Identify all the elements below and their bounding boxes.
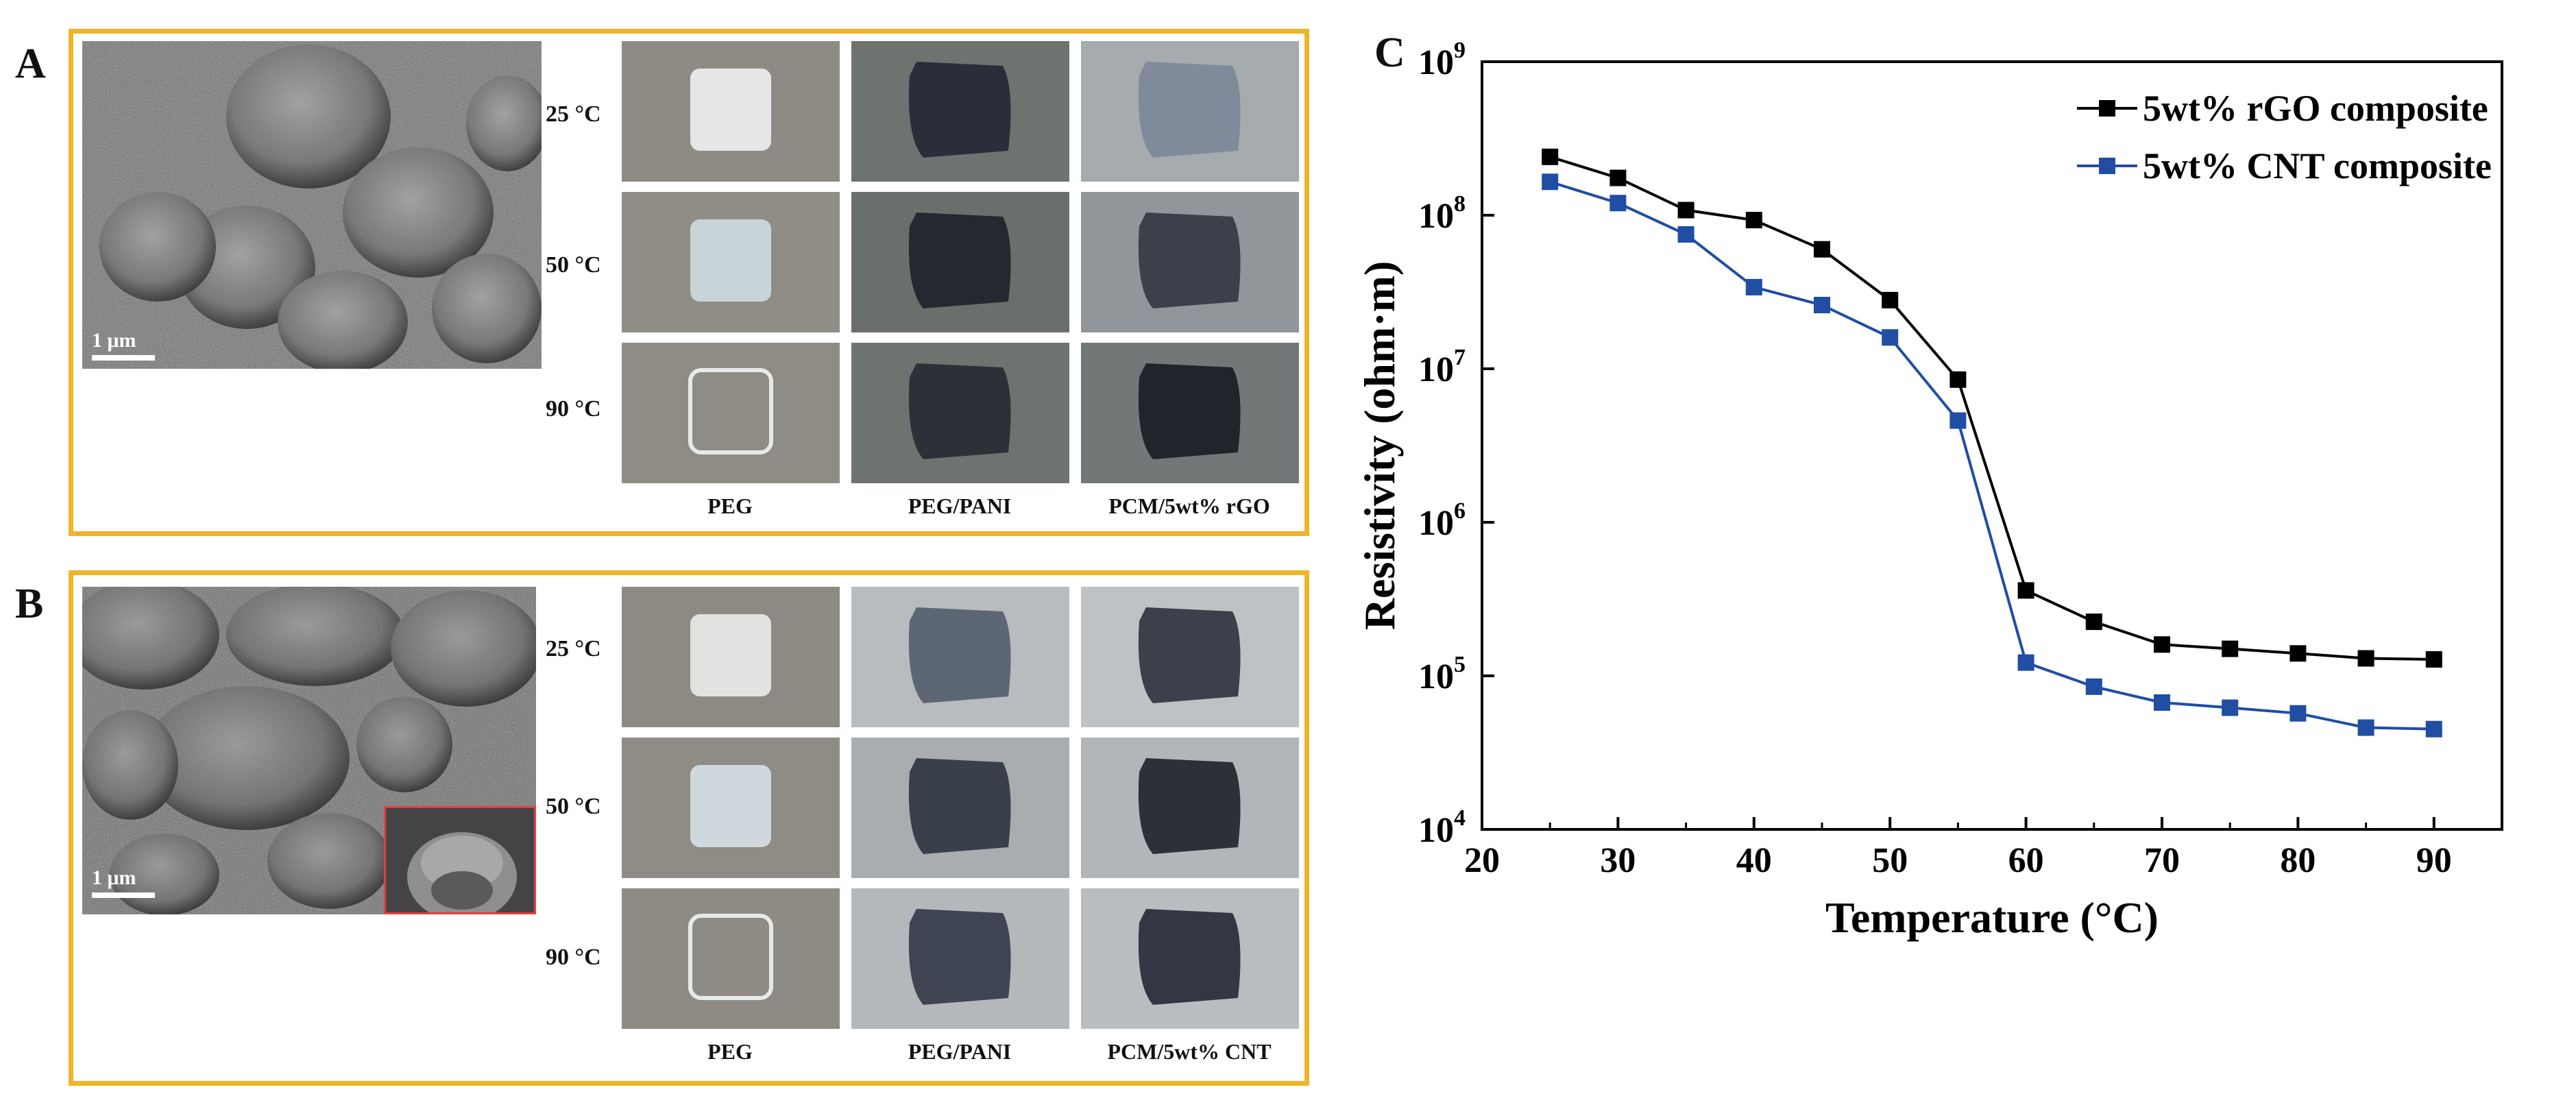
data-point — [2017, 654, 2034, 671]
panel-a-sample-photo — [1081, 192, 1299, 332]
x-tick-label: 20 — [1464, 841, 1500, 880]
data-point — [1745, 278, 1762, 295]
x-tick-label: 80 — [2280, 841, 2316, 880]
panel-a-scale-bar: 1 μm — [92, 329, 155, 361]
data-point — [2425, 720, 2442, 738]
data-point — [1609, 169, 1627, 186]
panel-b-col-cnt: PCM/5wt% CNT — [1107, 1039, 1272, 1064]
data-point — [1814, 297, 1830, 314]
legend-marker — [2099, 158, 2115, 174]
series-line — [1549, 155, 2434, 661]
panel-b-sample-photo — [851, 738, 1069, 878]
legend-marker — [2099, 100, 2115, 117]
data-point — [1542, 173, 1559, 191]
panel-a-sample-photo — [622, 41, 840, 182]
data-point — [1814, 241, 1830, 258]
data-point — [2085, 678, 2102, 695]
panel-b-sample-photo — [1081, 888, 1299, 1029]
data-point — [1542, 148, 1559, 165]
plot-frame — [1481, 60, 2503, 831]
panel-b-sample-photo — [622, 587, 840, 727]
panel-a-sample-photo — [622, 343, 840, 483]
y-axis-label: Resistivity (ohm·m) — [1364, 261, 1404, 631]
data-point — [2017, 582, 2034, 599]
panel-a-letter: A — [15, 40, 46, 87]
data-point — [1882, 291, 1899, 308]
legend-entry: 5wt% rGO composite — [2143, 88, 2488, 129]
panel-a-sample-photo — [851, 192, 1069, 332]
panel-b-col-peg: PEG — [707, 1039, 753, 1064]
x-tick-label: 90 — [2416, 841, 2452, 880]
data-point — [1677, 226, 1694, 243]
x-tick-label: 50 — [1872, 841, 1908, 880]
panel-b-letter: B — [15, 581, 44, 627]
x-tick-label: 60 — [2008, 841, 2044, 880]
data-point — [1949, 412, 1967, 429]
panel-b-sem-image: 1 μm — [82, 587, 536, 914]
panel-a-sample-photo — [851, 41, 1069, 182]
panel-a-sample-photo — [1081, 41, 1299, 182]
data-point — [2154, 636, 2170, 653]
data-point — [1609, 195, 1627, 212]
x-tick-label: 40 — [1736, 841, 1772, 880]
data-point — [1745, 212, 1762, 229]
x-axis-label: Temperature (°C) — [1825, 893, 2159, 942]
panel-b-scale-bar: 1 μm — [92, 866, 155, 898]
panel-b-col-peg-pani: PEG/PANI — [908, 1039, 1012, 1064]
data-point — [2222, 699, 2239, 716]
data-point — [2154, 694, 2170, 711]
y-tick-label: 105 — [1418, 652, 1466, 696]
x-tick-label: 70 — [2144, 841, 2180, 880]
series-line — [1549, 180, 2434, 731]
panel-b-scale-label: 1 μm — [92, 866, 136, 889]
data-point — [2357, 719, 2374, 736]
data-point — [2425, 650, 2442, 668]
panel-a-sample-photo — [622, 192, 840, 332]
panel-a-sample-photo — [1081, 343, 1299, 483]
panel-a-temp-25: 25 °C — [546, 101, 601, 127]
panel-a-sample-photo — [851, 343, 1069, 483]
panel-b-sample-photo — [1081, 587, 1299, 727]
panel-c-letter: C — [1374, 29, 1405, 76]
x-tick-label: 30 — [1600, 841, 1636, 880]
panel-a-col-rgo: PCM/5wt% rGO — [1108, 494, 1270, 518]
data-point — [1677, 202, 1694, 219]
panel-a-temp-90: 90 °C — [546, 396, 601, 422]
data-point — [2289, 645, 2307, 662]
data-point — [1949, 371, 1967, 388]
panel-b-temp-25: 25 °C — [546, 636, 601, 661]
panel-b-sample-photo — [851, 587, 1069, 727]
panel-b-temp-90: 90 °C — [546, 945, 601, 970]
panel-a-col-peg: PEG — [707, 494, 753, 518]
panel-a-scale-label: 1 μm — [92, 329, 136, 352]
resistivity-chart: 20 30 40 50 60 70 80 90 104 105 106 107 108 109 Temper… — [1364, 38, 2503, 942]
panel-a-col-peg-pani: PEG/PANI — [908, 494, 1012, 518]
panel-a-temp-50: 50 °C — [546, 252, 601, 278]
panel-b-sample-photo — [622, 888, 840, 1029]
panel-b-temp-50: 50 °C — [546, 794, 601, 819]
y-tick-label: 109 — [1418, 38, 1466, 82]
data-point — [2222, 640, 2239, 657]
y-tick-label: 108 — [1418, 191, 1466, 236]
legend-entry: 5wt% CNT composite — [2143, 145, 2492, 186]
data-point — [2357, 650, 2374, 667]
data-point — [1882, 329, 1899, 346]
panel-b-sample-photo — [1081, 738, 1299, 878]
y-tick-label: 104 — [1418, 805, 1466, 850]
panel-a-sem-image: 1 μm — [82, 41, 542, 369]
data-point — [2085, 613, 2102, 631]
panel-b-sample-photo — [851, 888, 1069, 1029]
panel-b-sample-photo — [622, 738, 840, 878]
y-tick-label: 106 — [1418, 498, 1466, 543]
panel-b-inset-image — [384, 806, 536, 914]
y-tick-label: 107 — [1418, 345, 1466, 389]
data-point — [2289, 705, 2307, 722]
